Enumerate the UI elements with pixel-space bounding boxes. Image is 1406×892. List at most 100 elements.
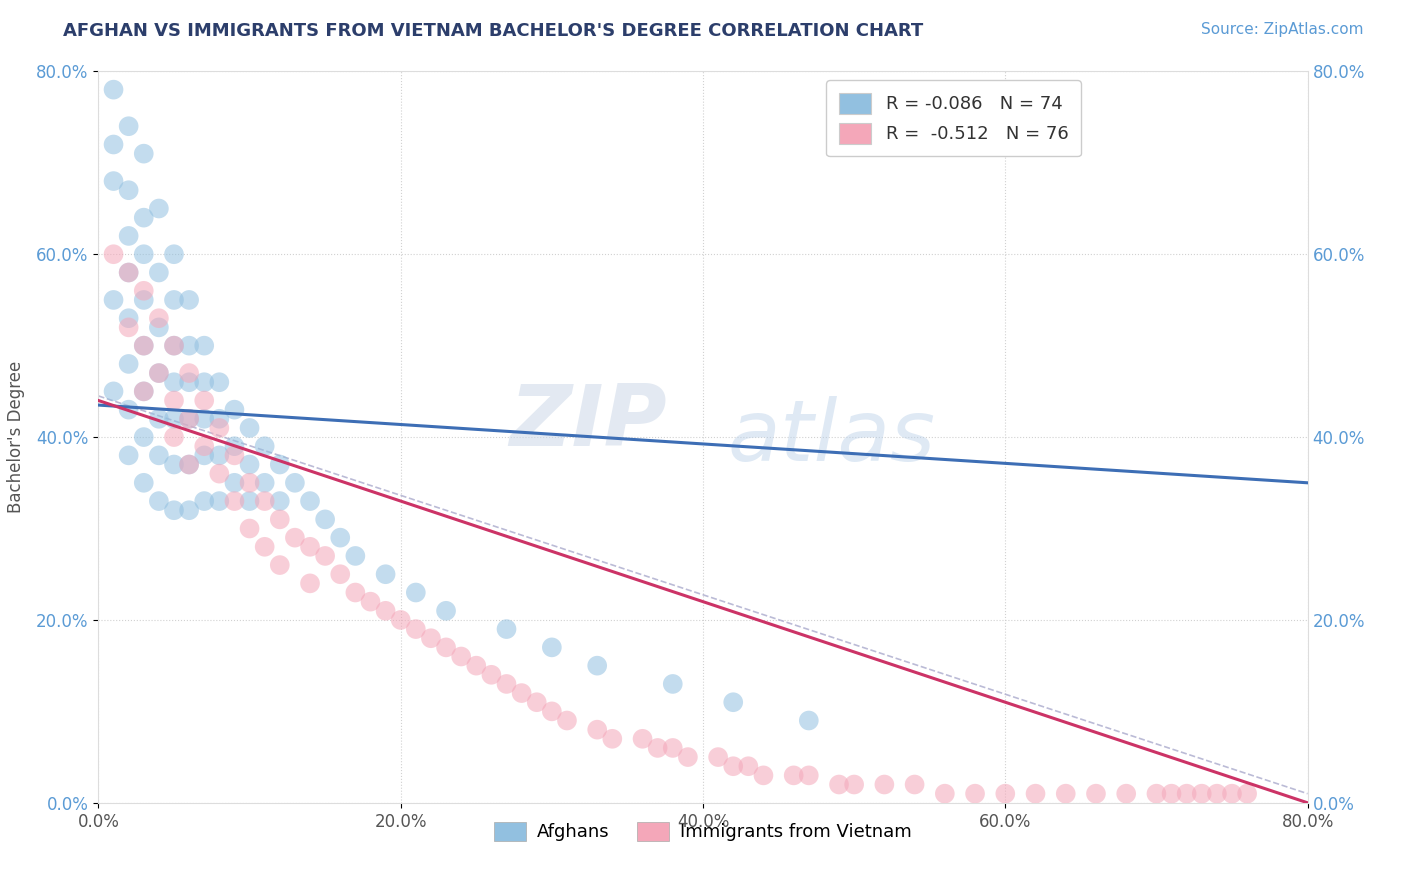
Point — [103, 293, 125, 307]
Point — [193, 338, 215, 352]
Point — [1220, 787, 1243, 801]
Point — [360, 594, 382, 608]
Point — [239, 494, 262, 508]
Point — [224, 439, 246, 453]
Point — [253, 475, 276, 490]
Point — [555, 714, 578, 728]
Point — [103, 384, 125, 399]
Point — [148, 448, 170, 462]
Text: ZIP: ZIP — [509, 381, 666, 464]
Point — [132, 293, 155, 307]
Point — [873, 778, 896, 792]
Point — [1206, 787, 1229, 801]
Point — [208, 467, 231, 481]
Point — [752, 768, 775, 782]
Point — [434, 640, 457, 655]
Point — [179, 503, 201, 517]
Point — [163, 247, 186, 261]
Point — [495, 677, 517, 691]
Point — [344, 549, 367, 563]
Point — [965, 787, 987, 801]
Point — [239, 421, 262, 435]
Point — [193, 439, 215, 453]
Point — [994, 787, 1017, 801]
Point — [299, 494, 322, 508]
Point — [224, 448, 246, 462]
Point — [420, 632, 443, 646]
Point — [148, 266, 170, 280]
Point — [661, 677, 683, 691]
Point — [1054, 787, 1077, 801]
Point — [118, 448, 141, 462]
Point — [314, 549, 336, 563]
Point — [193, 448, 215, 462]
Point — [329, 531, 352, 545]
Point — [118, 320, 141, 334]
Point — [118, 266, 141, 280]
Point — [132, 475, 155, 490]
Point — [163, 338, 186, 352]
Point — [179, 338, 201, 352]
Point — [1144, 787, 1167, 801]
Text: AFGHAN VS IMMIGRANTS FROM VIETNAM BACHELOR'S DEGREE CORRELATION CHART: AFGHAN VS IMMIGRANTS FROM VIETNAM BACHEL… — [63, 22, 924, 40]
Point — [148, 412, 170, 426]
Point — [844, 778, 866, 792]
Point — [253, 540, 276, 554]
Point — [179, 412, 201, 426]
Point — [208, 412, 231, 426]
Point — [405, 585, 427, 599]
Point — [1191, 787, 1213, 801]
Point — [676, 750, 699, 764]
Y-axis label: Bachelor's Degree: Bachelor's Degree — [7, 361, 25, 513]
Point — [148, 366, 170, 380]
Point — [828, 778, 851, 792]
Point — [179, 293, 201, 307]
Point — [1115, 787, 1137, 801]
Point — [723, 759, 745, 773]
Point — [118, 357, 141, 371]
Point — [132, 146, 155, 161]
Text: Source: ZipAtlas.com: Source: ZipAtlas.com — [1201, 22, 1364, 37]
Point — [163, 293, 186, 307]
Point — [224, 475, 246, 490]
Point — [103, 174, 125, 188]
Point — [193, 375, 215, 389]
Point — [269, 512, 291, 526]
Point — [374, 604, 396, 618]
Point — [329, 567, 352, 582]
Point — [299, 576, 322, 591]
Point — [540, 640, 562, 655]
Point — [299, 540, 322, 554]
Point — [374, 567, 396, 582]
Point — [586, 658, 609, 673]
Point — [193, 412, 215, 426]
Point — [904, 778, 927, 792]
Point — [103, 82, 125, 96]
Point — [495, 622, 517, 636]
Point — [934, 787, 956, 801]
Point — [526, 695, 548, 709]
Point — [163, 393, 186, 408]
Point — [193, 494, 215, 508]
Point — [208, 421, 231, 435]
Point — [224, 494, 246, 508]
Text: atlas: atlas — [727, 395, 935, 479]
Point — [163, 503, 186, 517]
Point — [707, 750, 730, 764]
Point — [118, 311, 141, 326]
Point — [737, 759, 759, 773]
Point — [132, 384, 155, 399]
Point — [103, 247, 125, 261]
Point — [1236, 787, 1258, 801]
Point — [224, 402, 246, 417]
Point — [465, 658, 488, 673]
Point — [148, 320, 170, 334]
Point — [602, 731, 624, 746]
Point — [208, 448, 231, 462]
Point — [132, 211, 155, 225]
Point — [239, 458, 262, 472]
Point — [797, 714, 820, 728]
Point — [284, 475, 307, 490]
Point — [132, 284, 155, 298]
Point — [389, 613, 412, 627]
